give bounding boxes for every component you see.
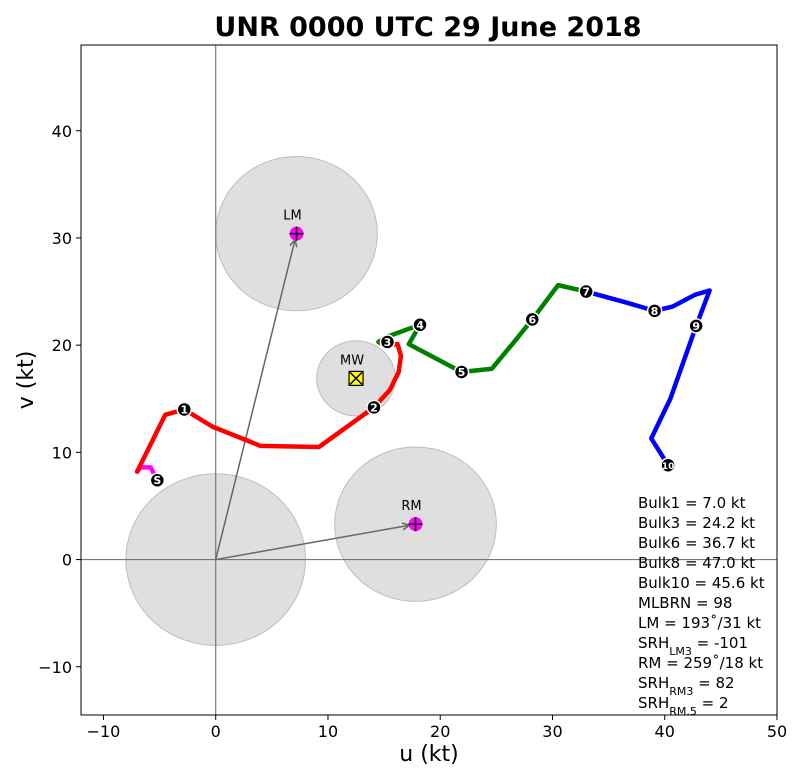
stat-line-9: SRHRM3 = 82 [638, 674, 735, 698]
height-marker-label-S: S [153, 474, 161, 487]
height-marker-5 [453, 364, 470, 380]
height-marker-label-5: 5 [458, 366, 466, 379]
y-tick-label-2: 10 [52, 443, 72, 462]
height-marker-2 [366, 399, 382, 416]
stat-line-8: RM = 259˚/18 kt [638, 654, 763, 672]
height-marker-10 [660, 457, 676, 473]
stat-line-4: Bulk10 = 45.6 kt [638, 574, 765, 592]
hodograph-segment-3 [583, 288, 712, 468]
x-tick-label-3: 20 [430, 722, 450, 741]
chart-title: UNR 0000 UTC 29 June 2018 [214, 12, 641, 43]
x-tick-label-2: 10 [318, 722, 338, 741]
stat-line-1: Bulk3 = 24.2 kt [638, 514, 755, 532]
y-axis-label: v (kt) [14, 351, 39, 410]
height-marker-label-6: 6 [528, 313, 536, 326]
motion-label-MW: MW [340, 353, 364, 368]
plot-content: S 1 2 3 4 5 6 7 8 9 10 LM RM MW [81, 45, 777, 715]
x-tick-label-5: 40 [655, 722, 675, 741]
x-tick-label-1: 0 [211, 722, 221, 741]
height-marker-4 [412, 317, 428, 333]
x-tick-label-4: 30 [542, 722, 562, 741]
height-marker-9 [688, 318, 704, 334]
motion-vector-0 [214, 239, 296, 560]
stat-line-5: MLBRN = 98 [638, 594, 732, 612]
height-marker-1 [176, 401, 193, 418]
x-tick-label-0: −10 [87, 722, 121, 741]
height-marker-6 [524, 311, 541, 328]
height-marker-7 [578, 283, 594, 300]
height-marker-label-4: 4 [416, 319, 424, 332]
height-marker-label-8: 8 [651, 305, 659, 318]
stat-line-7: SRHLM3 = -101 [638, 634, 748, 658]
stat-line-3: Bulk8 = 47.0 kt [638, 554, 755, 572]
motion-marker-x2-MW [349, 371, 363, 385]
height-marker-label-2: 2 [370, 401, 378, 414]
stat-line-2: Bulk6 = 36.7 kt [638, 534, 755, 552]
hodograph-segment-2 [376, 282, 589, 375]
y-tick-label-5: 40 [52, 122, 72, 141]
stat-line-6: LM = 193˚/31 kt [638, 614, 761, 632]
stat-line-0: Bulk1 = 7.0 kt [638, 494, 746, 512]
motion-label-LM: LM [283, 209, 301, 224]
height-marker-3 [379, 334, 396, 350]
height-marker-label-1: 1 [180, 403, 188, 416]
x-tick-label-6: 50 [767, 722, 787, 741]
height-marker-label-10: 10 [662, 462, 675, 472]
motion-vector-1 [215, 524, 410, 561]
height-marker-label-7: 7 [582, 286, 590, 299]
y-tick-label-1: 0 [62, 551, 72, 570]
x-axis-label: u (kt) [399, 742, 458, 767]
motion-label-RM: RM [401, 499, 421, 514]
y-tick-label-4: 30 [52, 229, 72, 248]
height-marker-label-9: 9 [692, 320, 700, 333]
height-marker-S [149, 472, 166, 488]
height-marker-8 [646, 303, 663, 319]
stat-line-10: SRHRM.5 = 2 [638, 694, 729, 718]
height-marker-label-3: 3 [384, 336, 392, 349]
y-tick-label-0: −10 [38, 658, 72, 677]
plot-frame [80, 44, 778, 716]
y-tick-label-3: 20 [52, 336, 72, 355]
plot-area: S 1 2 3 4 5 6 7 8 9 10 LM RM MW −10 0 10 20 30 40 50 −10 0 10 20… [38, 44, 787, 741]
